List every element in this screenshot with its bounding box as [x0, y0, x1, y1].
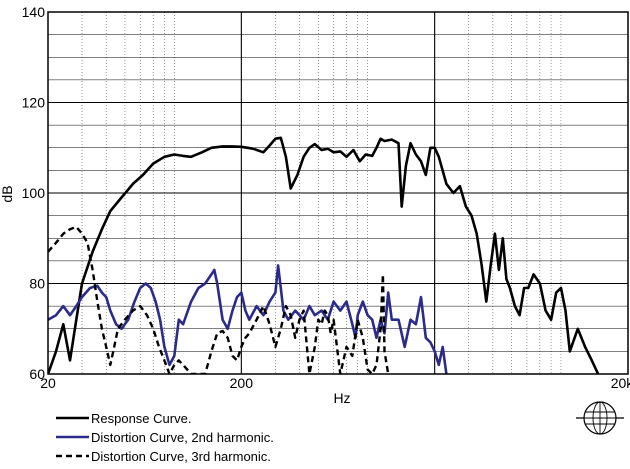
series-group [48, 136, 600, 374]
y-tick-labels: 60 80 100 120 140 [22, 4, 46, 382]
y-tick-label: 100 [22, 185, 46, 201]
y-tick-label: 140 [22, 4, 46, 20]
x-tick-label: 20k [611, 375, 630, 391]
grid [48, 12, 628, 374]
series-line-2 [48, 264, 448, 374]
x-tick-labels: 20 200 20k [40, 375, 630, 391]
series-line-3 [48, 225, 390, 374]
series-line-1 [48, 136, 600, 374]
y-tick-label: 80 [29, 276, 45, 292]
y-tick-label: 120 [22, 95, 46, 111]
legend-label: Distortion Curve, 2nd harmonic. [91, 430, 274, 445]
x-axis-label: Hz [333, 390, 350, 406]
x-tick-label: 20 [40, 375, 56, 391]
legend-label: Response Curve. [91, 411, 191, 426]
plot-frame [47, 11, 629, 375]
x-tick-label: 200 [230, 375, 254, 391]
y-axis-label: dB [0, 185, 15, 202]
legend-label: Distortion Curve, 3rd harmonic. [91, 449, 271, 464]
y-tick-label: 60 [29, 366, 45, 382]
legend: Response Curve. Distortion Curve, 2nd har… [56, 411, 274, 464]
logo-icon [576, 401, 624, 435]
